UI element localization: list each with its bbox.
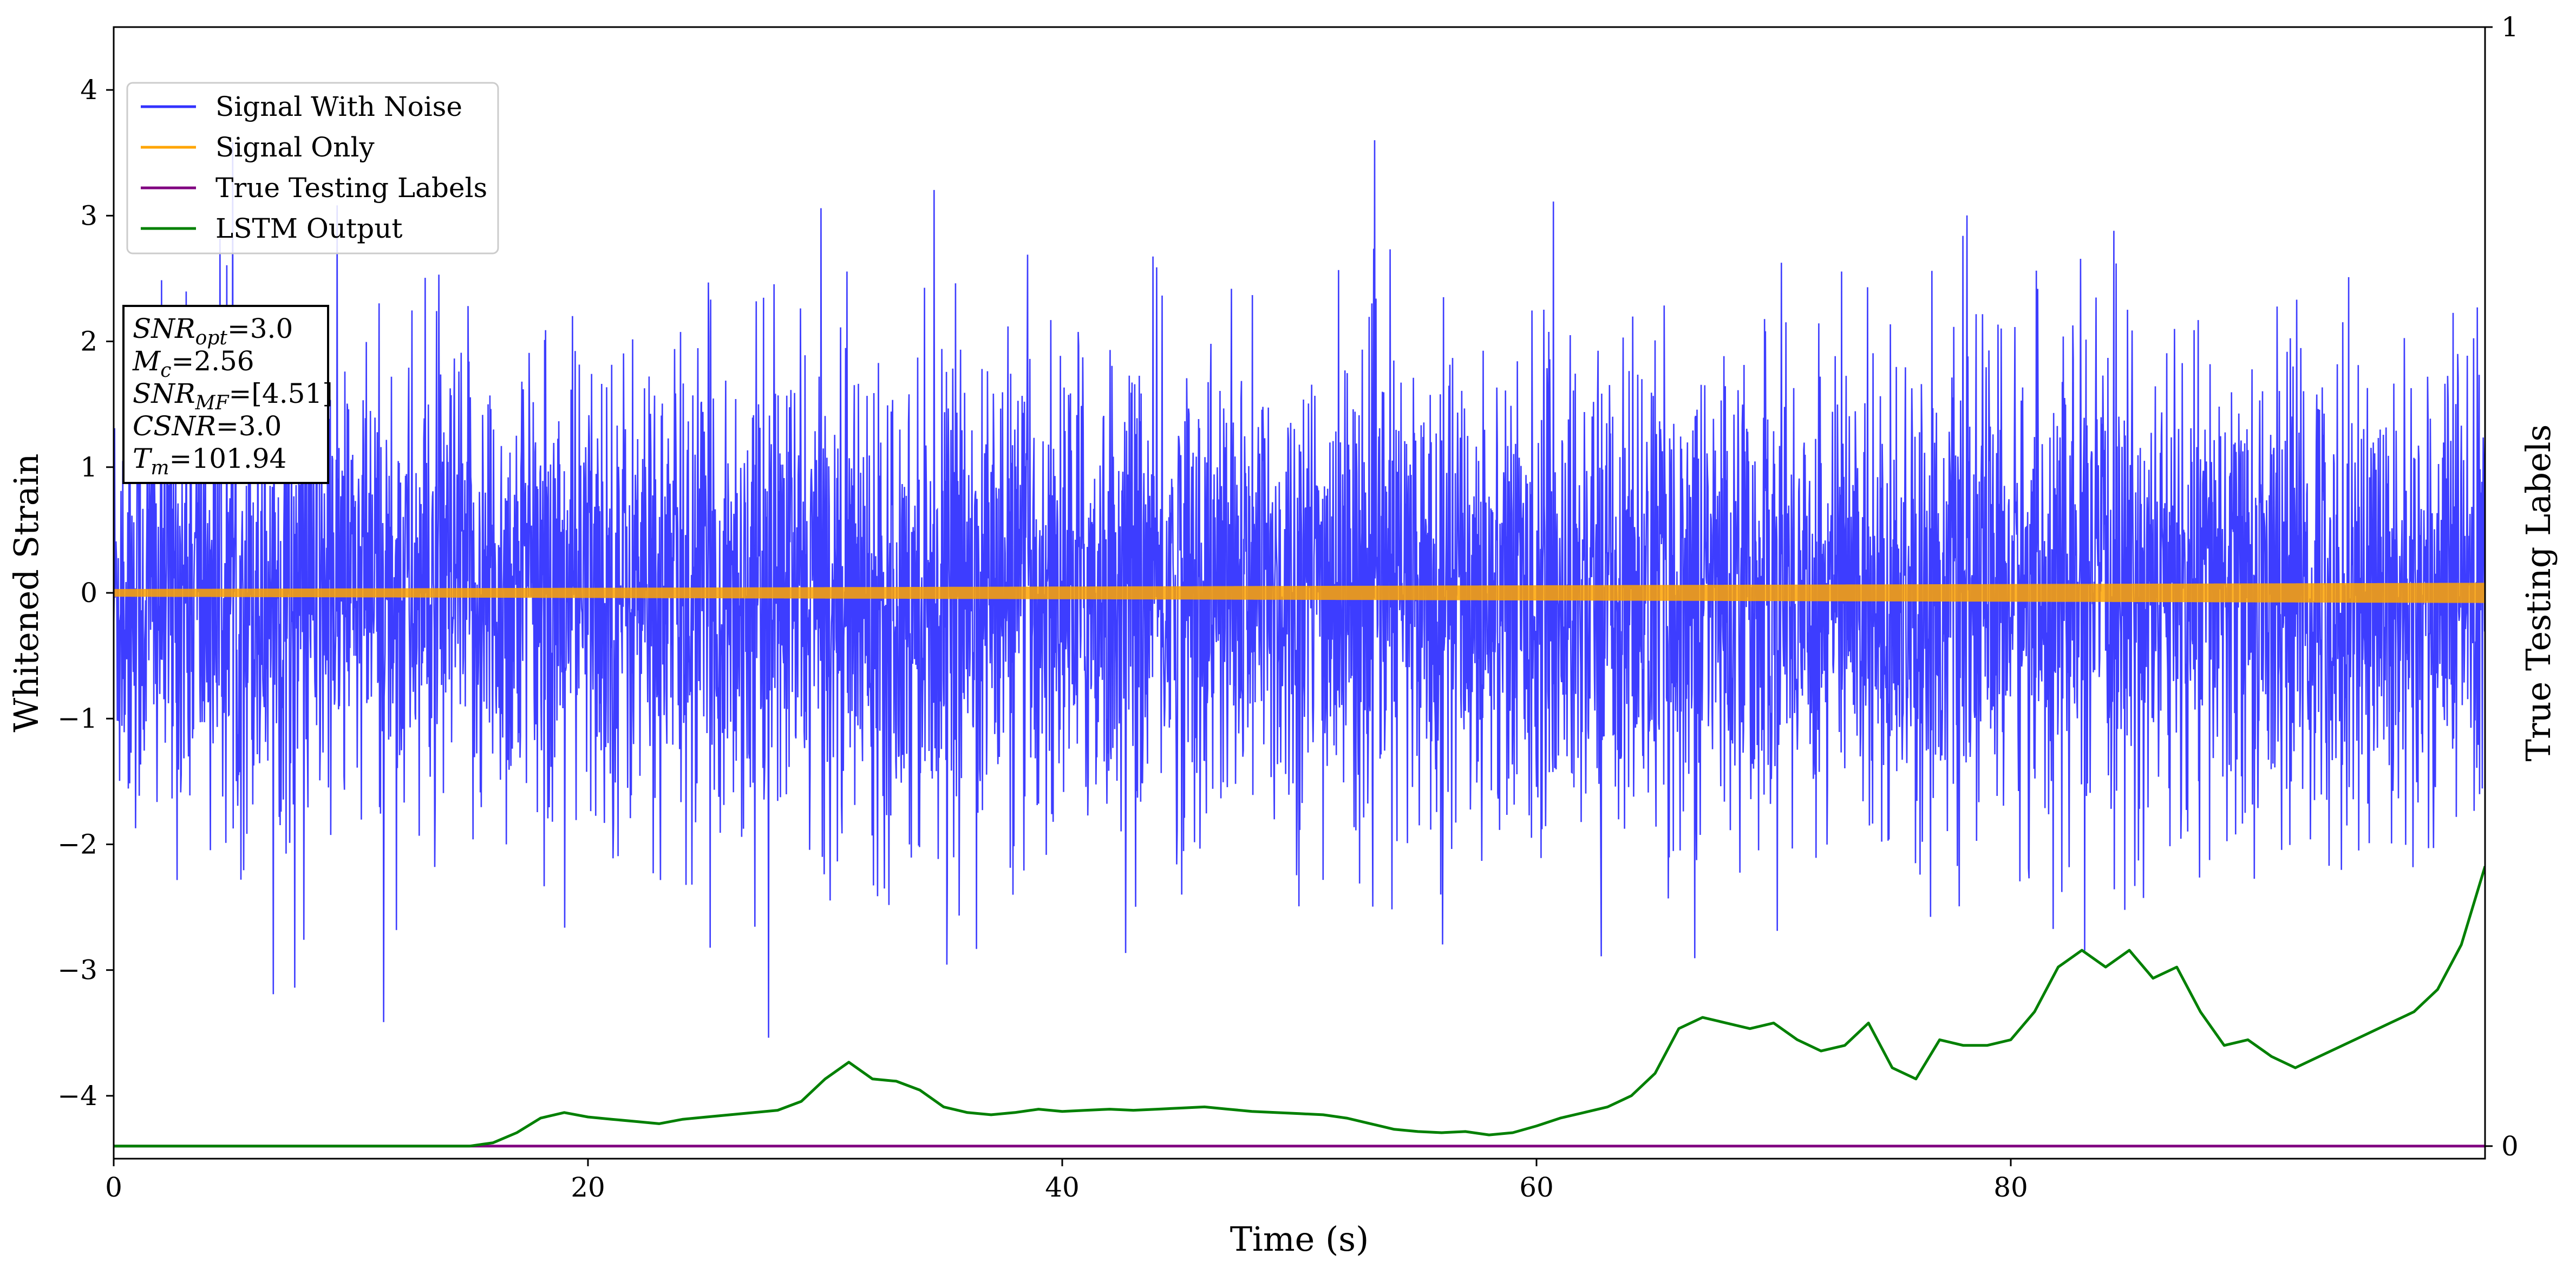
y-tick-label: −1 bbox=[57, 703, 97, 734]
y-axis-label: Whitened Strain bbox=[6, 454, 46, 733]
x-axis-label: Time (s) bbox=[1230, 1219, 1369, 1259]
y-tick-label: −3 bbox=[57, 955, 97, 986]
legend-label: True Testing Labels bbox=[215, 172, 487, 204]
legend-label: Signal With Noise bbox=[215, 91, 462, 122]
y-tick-label: 4 bbox=[80, 74, 97, 106]
legend-label: Signal Only bbox=[215, 132, 375, 163]
y-tick-label: 0 bbox=[80, 577, 97, 609]
legend: Signal With Noise Signal Only True Testing… bbox=[126, 82, 499, 254]
annotation-line: Mc=2.56 bbox=[132, 345, 254, 382]
x-tick-label: 60 bbox=[1519, 1172, 1554, 1203]
x-tick-label: 0 bbox=[105, 1172, 122, 1203]
x-tick-label: 80 bbox=[1993, 1172, 2028, 1203]
y-tick-label: −4 bbox=[57, 1080, 97, 1112]
annotation-line: CSNR=3.0 bbox=[133, 410, 282, 442]
legend-frame bbox=[126, 82, 499, 254]
annotation-line: SNRMF=[4.51] bbox=[133, 378, 333, 414]
series-signal-with-noise bbox=[114, 140, 2485, 1038]
legend-label: LSTM Output bbox=[215, 213, 402, 244]
y-tick-label: −2 bbox=[57, 828, 97, 860]
x-tick-label: 40 bbox=[1045, 1172, 1080, 1203]
annotation-box: SNRopt=3.0Mc=2.56SNRMF=[4.51]CSNR=3.0Tm=… bbox=[122, 305, 333, 484]
annotation-frame bbox=[122, 305, 329, 484]
series-lstm-output bbox=[114, 866, 2485, 1148]
y-right-tick-label: 0 bbox=[2501, 1131, 2519, 1162]
plot-area bbox=[114, 140, 2485, 1148]
annotation-line: Tm=101.94 bbox=[133, 443, 286, 479]
annotation-line: SNRopt=3.0 bbox=[133, 313, 293, 349]
y-tick-label: 3 bbox=[80, 200, 97, 231]
y-tick-label: 2 bbox=[80, 326, 97, 357]
y-right-tick-label: 1 bbox=[2501, 11, 2519, 43]
x-tick-label: 20 bbox=[571, 1172, 605, 1203]
y-axis-label-right: True Testing Labels bbox=[2519, 424, 2558, 762]
y-tick-label: 1 bbox=[80, 452, 97, 483]
series-signal-only bbox=[114, 583, 2485, 603]
